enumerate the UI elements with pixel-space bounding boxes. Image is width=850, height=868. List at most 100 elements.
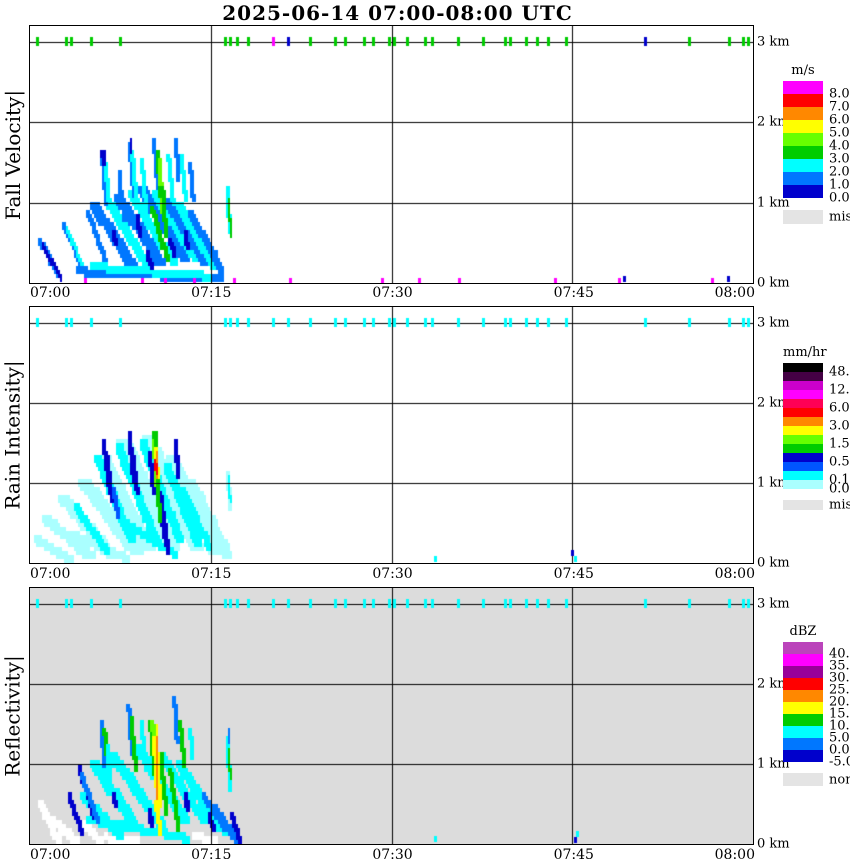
time-tick-label: 07:30: [372, 847, 413, 863]
y-axis-title-reflectivity: Reflectivity|: [1, 655, 26, 777]
colorbar-tick-label: 48.0: [829, 364, 850, 380]
time-tick-label: 07:15: [191, 566, 232, 582]
height-axis-fall-velocity: 3 km 2 km 1 km 0 km: [757, 26, 817, 291]
colorbar-tick-label: 0.1: [829, 472, 850, 488]
colorbar-cell: [783, 363, 823, 372]
height-axis-rain-intensity: 3 km 2 km 1 km 0 km: [757, 307, 817, 571]
time-axis-fall-velocity: 07:00 07:15 07:30 07:45 08:00: [30, 285, 755, 301]
colorbar-tick-label: 0.0: [829, 481, 850, 497]
colorbar-cell: [783, 81, 823, 94]
height-tick-label: 1 km: [757, 475, 790, 491]
colorbar-tick-label: 10.0: [829, 718, 850, 734]
colorbar-rain-intensity: mm/hr 48.0 12.0 6.0 3.0 1.5 0.5 0.10.0miss: [783, 345, 850, 513]
colorbar-tick-label: 6.0: [829, 400, 850, 416]
height-axis-reflectivity: 3 km 2 km 1 km 0 km: [757, 588, 817, 852]
height-tick-label: 2 km: [757, 114, 790, 130]
heatmap-canvas-reflectivity: [30, 588, 753, 844]
plot-area-rain-intensity: [29, 306, 754, 564]
colorbar-cell: [783, 453, 823, 462]
colorbar-tick-label: 7.0: [829, 99, 850, 115]
time-tick-label: 07:30: [372, 285, 413, 301]
colorbar-cell: [783, 185, 823, 198]
colorbar-tick-label: 5.0: [829, 730, 850, 746]
colorbar-cell: [783, 172, 823, 185]
colorbar-miss-cell: [783, 210, 823, 224]
colorbar-cell: [783, 690, 823, 702]
colorbar-miss-label: none: [829, 772, 850, 787]
height-tick-label: 3 km: [757, 596, 790, 612]
height-tick-label: 0 km: [757, 555, 790, 571]
colorbar-tick-label: 15.0: [829, 706, 850, 722]
colorbar-cell: [783, 462, 823, 471]
plot-area-fall-velocity: [29, 25, 754, 284]
colorbar-cell: [783, 120, 823, 133]
height-tick-label: 0 km: [757, 836, 790, 852]
heatmap-canvas-rain-intensity: [30, 307, 753, 563]
colorbar-cell: [783, 666, 823, 678]
heatmap-canvas-fall-velocity: [30, 26, 753, 283]
colorbar-cell: [783, 444, 823, 453]
height-tick-label: 1 km: [757, 195, 790, 211]
colorbar-miss-label: miss: [829, 209, 850, 225]
colorbar-cell: [783, 390, 823, 399]
time-tick-label: 08:00: [714, 566, 755, 582]
colorbar-cell: [783, 471, 823, 480]
time-axis-reflectivity: 07:00 07:15 07:30 07:45 08:00: [30, 847, 755, 863]
time-tick-label: 07:45: [553, 566, 594, 582]
colorbar-tick-label: 0.0: [829, 190, 850, 206]
colorbar-title-reflectivity: dBZ: [789, 624, 817, 639]
colorbar-tick-label: 3.0: [829, 151, 850, 167]
colorbar-title-rain-intensity: mm/hr: [783, 345, 827, 360]
time-tick-label: 07:00: [30, 566, 71, 582]
colorbar-tick-label: -5.0: [829, 754, 850, 770]
colorbar-cell: [783, 133, 823, 146]
colorbar-cell: [783, 750, 823, 762]
colorbar-cell: [783, 678, 823, 690]
colorbar-title-velocity: m/s: [791, 63, 815, 78]
y-axis-title-fall-velocity: Fall Velocity|: [1, 89, 25, 220]
colorbar-tick-label: 12.0: [829, 382, 850, 398]
colorbar-cell: [783, 408, 823, 417]
time-tick-label: 08:00: [714, 285, 755, 301]
colorbar-tick-label: 35.0: [829, 658, 850, 674]
colorbar-cell: [783, 738, 823, 750]
colorbar-cell: [783, 642, 823, 654]
colorbar-cell: [783, 381, 823, 390]
height-tick-label: 1 km: [757, 756, 790, 772]
colorbar-miss-label: miss: [829, 497, 850, 513]
colorbar-tick-label: 0.0: [829, 742, 850, 758]
colorbar-tick-label: 1.0: [829, 177, 850, 193]
colorbar-cell: [783, 94, 823, 107]
y-axis-title-rain-intensity: Rain Intensity|: [1, 360, 26, 510]
time-tick-label: 07:15: [191, 285, 232, 301]
height-tick-label: 2 km: [757, 676, 790, 692]
colorbar-cell: [783, 654, 823, 666]
colorbar-tick-label: 3.0: [829, 418, 850, 434]
colorbar-cell: [783, 146, 823, 159]
colorbar-tick-label: 40.0: [829, 646, 850, 662]
time-tick-label: 07:00: [30, 285, 71, 301]
colorbar-tick-label: 8.0: [829, 86, 850, 102]
time-tick-label: 07:15: [191, 847, 232, 863]
colorbar-cell: [783, 435, 823, 444]
height-tick-label: 0 km: [757, 275, 790, 291]
time-tick-label: 07:30: [372, 566, 413, 582]
time-axis-rain-intensity: 07:00 07:15 07:30 07:45 08:00: [30, 566, 755, 582]
time-tick-label: 08:00: [714, 847, 755, 863]
time-tick-label: 07:45: [553, 847, 594, 863]
colorbar-miss-cell: [783, 500, 823, 510]
colorbar-cell: [783, 372, 823, 381]
colorbar-cell: [783, 726, 823, 738]
colorbar-tick-label: 5.0: [829, 125, 850, 141]
colorbar-miss-cell: [783, 773, 823, 786]
colorbar-cell: [783, 714, 823, 726]
colorbar-velocity: m/s 8.07.06.05.04.03.02.01.00.0 miss: [783, 63, 850, 225]
colorbar-cell: [783, 159, 823, 172]
colorbar-cell: [783, 426, 823, 435]
colorbar-tick-label: 4.0: [829, 138, 850, 154]
colorbar-cell: [783, 107, 823, 120]
height-tick-label: 3 km: [757, 315, 790, 331]
colorbar-tick-label: 25.0: [829, 682, 850, 698]
chart-title: 2025-06-14 07:00-08:00 UTC: [222, 1, 573, 25]
